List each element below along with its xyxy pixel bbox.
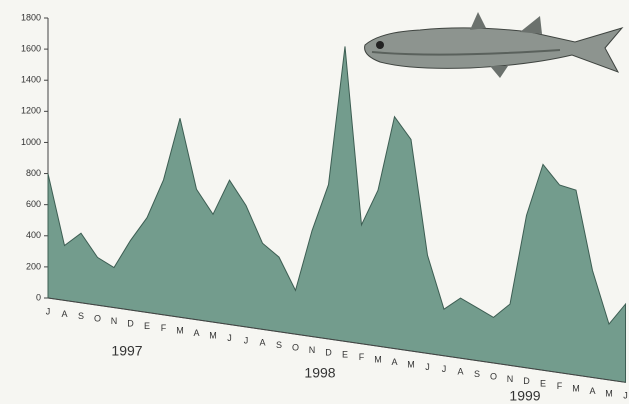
x-tick-label: A — [457, 367, 463, 377]
year-label: 1998 — [304, 365, 335, 381]
baseline — [47, 297, 626, 383]
x-tick-label: A — [259, 338, 265, 348]
x-tick-label: A — [193, 328, 199, 338]
x-tick-label: J — [442, 364, 447, 374]
y-tick-label: 200 — [26, 261, 41, 271]
x-tick-label: E — [342, 350, 348, 360]
x-tick-label: O — [292, 343, 299, 353]
y-tick-label: 1200 — [21, 106, 41, 116]
year-label: 1997 — [111, 343, 142, 359]
y-tick-label: 1000 — [21, 137, 41, 147]
x-tick-label: M — [407, 359, 415, 369]
x-tick-label: M — [374, 355, 382, 365]
x-tick-label: A — [391, 357, 397, 367]
x-tick-label: M — [176, 326, 184, 336]
x-tick-label: J — [244, 335, 249, 345]
x-tick-label: O — [490, 371, 497, 381]
fish-illustration — [364, 12, 624, 78]
x-tick-label: S — [474, 369, 480, 379]
x-tick-label: N — [111, 316, 118, 326]
x-tick-label: A — [61, 309, 67, 319]
x-tick-label: N — [309, 345, 316, 355]
x-tick-label: J — [623, 391, 628, 401]
x-tick-label: M — [209, 330, 217, 340]
x-tick-label: D — [523, 376, 530, 386]
x-tick-label: N — [507, 374, 514, 384]
x-tick-label: A — [589, 386, 595, 396]
x-tick-label: E — [144, 321, 150, 331]
x-tick-label: F — [557, 381, 563, 391]
y-tick-label: 800 — [26, 168, 41, 178]
x-tick-label: M — [605, 388, 613, 398]
y-tick-label: 0 — [36, 292, 41, 302]
y-tick-label: 400 — [26, 230, 41, 240]
y-tick-label: 1600 — [21, 43, 41, 53]
x-tick-label: J — [227, 333, 232, 343]
x-tick-label: J — [46, 306, 51, 316]
x-tick-label: D — [127, 318, 134, 328]
x-tick-label: D — [325, 347, 332, 357]
x-tick-label: F — [359, 352, 365, 362]
x-tick-label: O — [94, 314, 101, 324]
y-tick-label: 1400 — [21, 75, 41, 85]
x-tick-label: F — [161, 323, 167, 333]
x-tick-label: S — [276, 340, 282, 350]
y-tick-label: 600 — [26, 199, 41, 209]
area — [47, 46, 626, 383]
x-tick-label: E — [540, 379, 546, 389]
year-label: 1999 — [509, 388, 540, 404]
x-tick-label: S — [78, 311, 84, 321]
x-tick-label: M — [572, 383, 580, 393]
x-tick-label: J — [425, 362, 430, 372]
y-tick-label: 1800 — [21, 12, 41, 22]
